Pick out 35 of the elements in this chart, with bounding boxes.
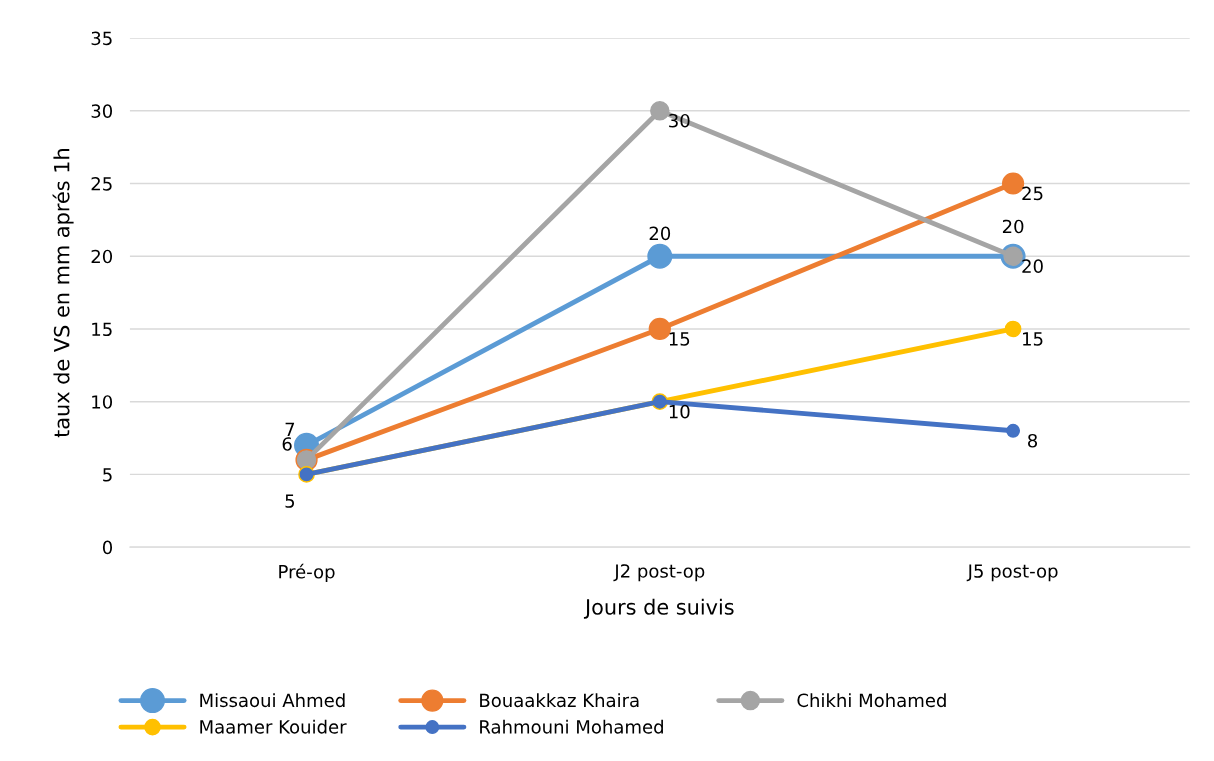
data-label: 5 [285, 494, 295, 508]
data-label: 20 [1022, 259, 1043, 273]
data-label: 8 [1028, 433, 1038, 448]
x-tick-label: Pré-op [279, 563, 335, 583]
legend-label: Rahmouni Mohamed [480, 719, 663, 734]
data-label: 20 [649, 226, 671, 241]
point [1006, 423, 1021, 438]
point [1004, 320, 1022, 338]
data-label: 10 [669, 404, 690, 419]
data-label: 15 [669, 332, 690, 346]
y-tick-label: 10 [92, 395, 113, 409]
y-tick-label: 15 [92, 322, 112, 337]
legend-label: Maamer Kouider [200, 719, 347, 734]
data-label: 30 [669, 113, 690, 128]
y-tick-label: 5 [103, 468, 112, 482]
legend-label: Bouaakkaz Khaira [480, 693, 639, 708]
point [650, 101, 670, 121]
y-tick-label: 20 [91, 249, 113, 264]
data-label: 25 [1022, 186, 1043, 201]
point [648, 317, 671, 341]
data-label: 7 [285, 422, 295, 437]
y-tick-label: 35 [91, 31, 112, 46]
data-label: 20 [1002, 219, 1024, 234]
y-tick-label: 25 [91, 176, 112, 191]
y-tick-label: 30 [91, 104, 113, 118]
x-axis-title: Jours de suivis [583, 598, 734, 619]
data-label: 6 [282, 437, 292, 451]
point [647, 243, 673, 269]
y-tick-label: 0 [102, 540, 113, 555]
legend-label: Chikhi Mohamed [797, 693, 946, 708]
x-tick-label: J5 post-op [966, 564, 1058, 582]
y-axis-title: taux de VS en mm aprés 1h [52, 149, 74, 438]
legend-label: Missaoui Ahmed [200, 693, 345, 708]
data-label: 15 [1023, 332, 1043, 346]
x-tick-label: J2 post-op [613, 564, 705, 582]
